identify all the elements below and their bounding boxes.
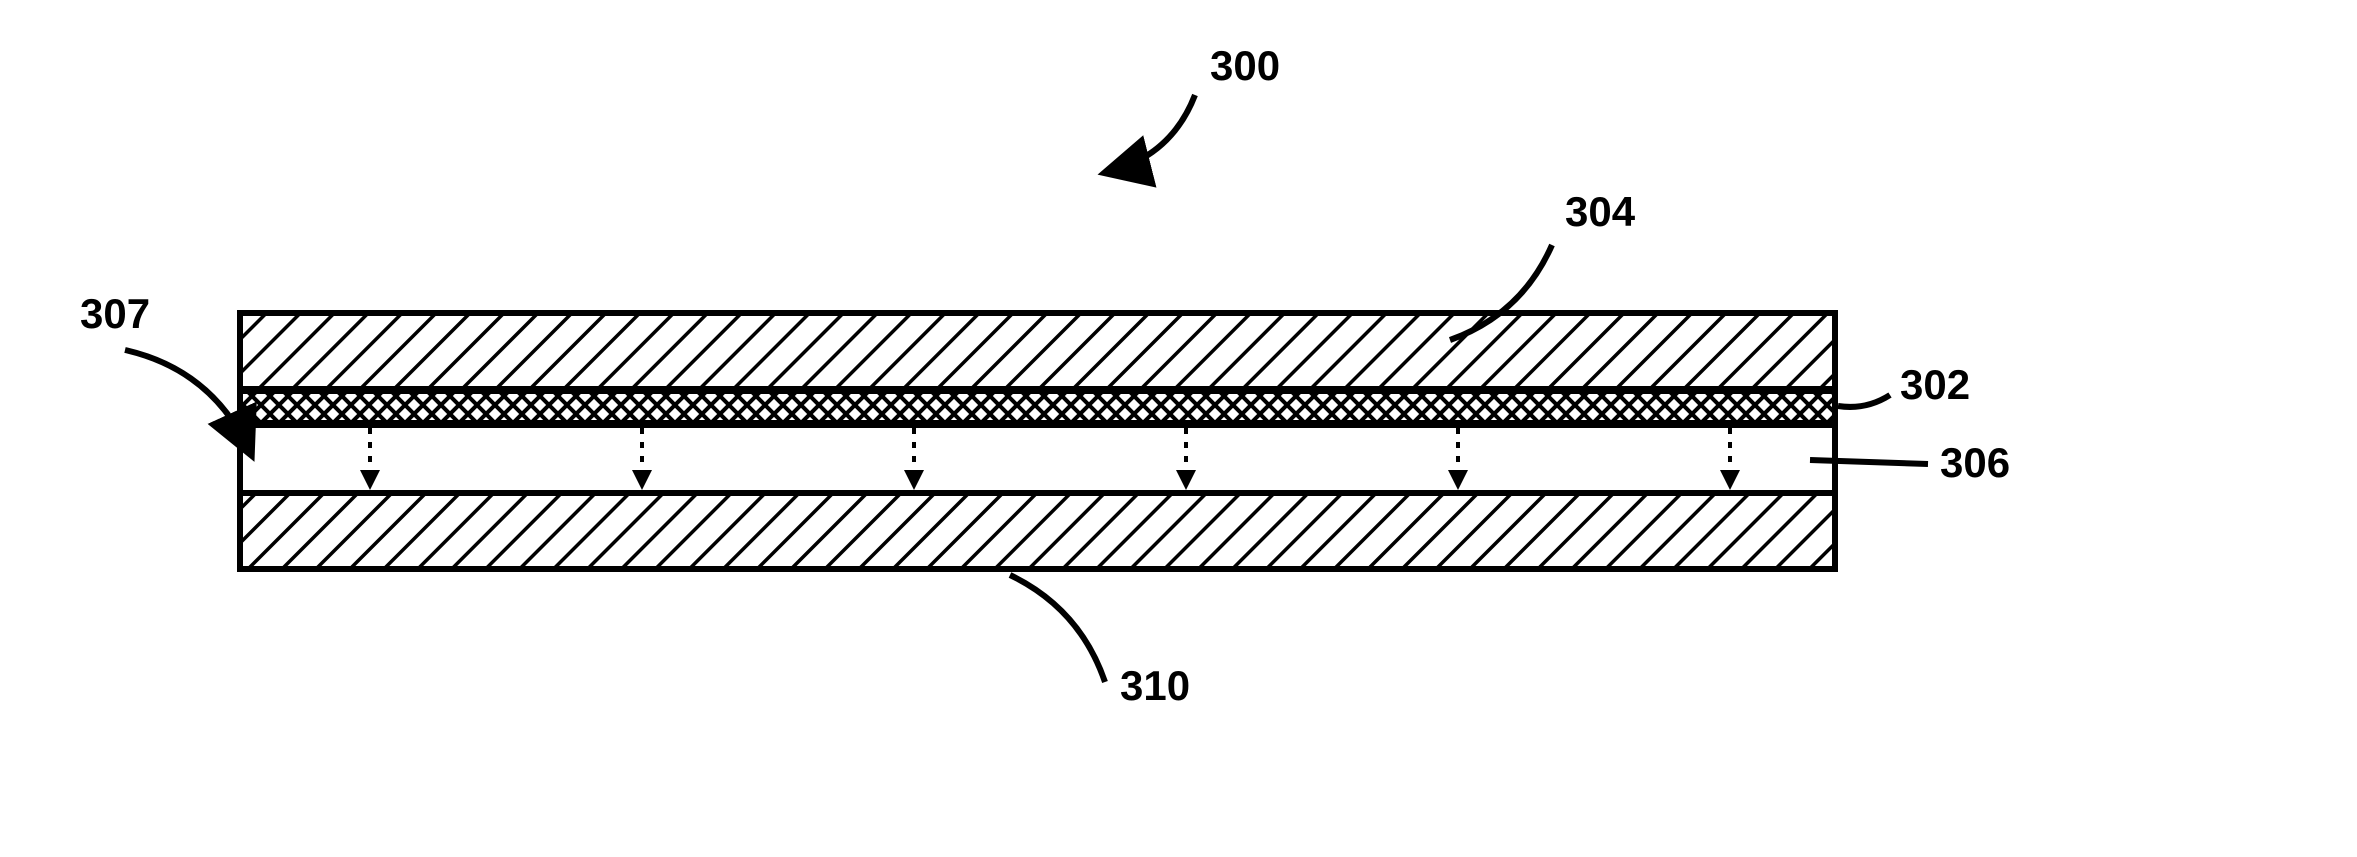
layer-top: [240, 313, 1835, 389]
leader-306: [1810, 460, 1928, 464]
label-307: 307: [80, 290, 150, 337]
layer-cross: [240, 391, 1835, 423]
layer-gap: [240, 425, 1835, 493]
layer-bottom: [240, 493, 1835, 569]
label-306: 306: [1940, 439, 2010, 486]
label-304: 304: [1565, 188, 1636, 235]
label-300: 300: [1210, 42, 1280, 89]
label-310: 310: [1120, 662, 1190, 709]
label-302: 302: [1900, 361, 1970, 408]
